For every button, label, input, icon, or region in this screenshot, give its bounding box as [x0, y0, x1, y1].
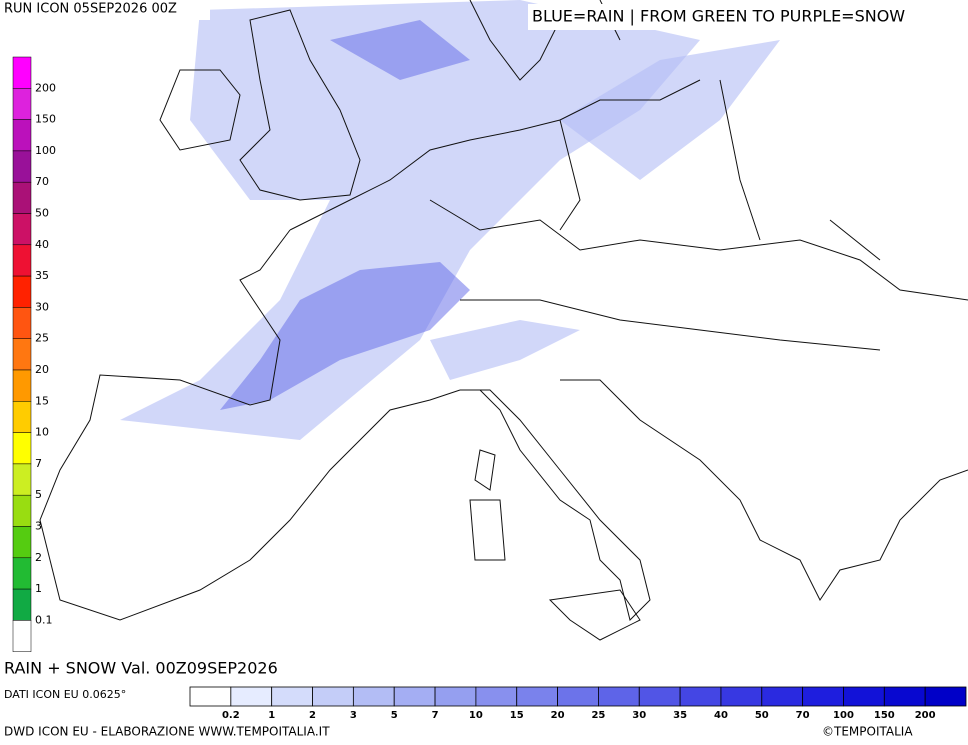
rain-label: 50 [755, 710, 769, 721]
rain-swatch [189, 686, 232, 707]
snow-label: 5 [35, 488, 42, 501]
snow-swatch [12, 213, 32, 246]
valid-label: RAIN + SNOW Val. 00Z09SEP2026 [4, 659, 278, 678]
snow-label: 7 [35, 457, 42, 470]
rain-swatch [352, 686, 395, 707]
copyright: ©TEMPOITALIA [822, 725, 913, 739]
coastlines [39, 0, 968, 641]
snow-label: 200 [35, 81, 56, 94]
snow-swatch [12, 150, 32, 183]
run-box [0, 0, 210, 20]
snow-swatch [12, 275, 32, 308]
data-source: DATI ICON EU 0.0625° [4, 688, 126, 701]
snow-label: 40 [35, 238, 49, 251]
snow-swatch [12, 463, 32, 496]
snow-label: 10 [35, 426, 49, 439]
snow-swatch [12, 119, 32, 152]
snow-swatch [12, 244, 32, 277]
snow-swatch [12, 526, 32, 559]
snow-swatch [12, 88, 32, 120]
rain-label: 25 [591, 710, 605, 721]
rain-label: 30 [632, 710, 646, 721]
rain-label: 7 [432, 710, 439, 721]
snow-label: 20 [35, 363, 49, 376]
snow-label: 0.1 [35, 613, 53, 626]
snow-scale: 200 150 100 70 50 40 35 30 25 20 15 10 7 5 3 2 1 0.1 [12, 56, 56, 652]
snow-label: 70 [35, 175, 49, 188]
snow-swatch [12, 494, 32, 527]
rain-label: 40 [714, 710, 728, 721]
rain-label: 1 [268, 710, 275, 721]
rain-swatch [393, 686, 436, 707]
rain-label: 70 [796, 710, 810, 721]
snow-swatch [12, 588, 32, 621]
snow-swatch [12, 401, 32, 433]
snow-label: 15 [35, 394, 49, 407]
rain-label: 150 [874, 710, 895, 721]
snow-label: 35 [35, 269, 49, 282]
rain-label: 5 [391, 710, 398, 721]
snow-label: 2 [35, 551, 42, 564]
rain-label: 0.2 [222, 710, 240, 721]
key-box [528, 4, 968, 30]
precipitation [120, 0, 780, 440]
snow-label: 50 [35, 207, 49, 220]
snow-label: 150 [35, 113, 56, 126]
rain-scale: 0.2 1 2 3 5 7 10 15 20 25 30 35 40 50 70 100 150 200 [189, 686, 967, 721]
key-label: BLUE=RAIN | FROM GREEN TO PURPLE=SNOW [532, 7, 905, 26]
run-label: RUN ICON 05SEP2026 00Z [4, 2, 177, 17]
rain-label: 100 [833, 710, 854, 721]
rain-label: 200 [915, 710, 936, 721]
rain-label: 15 [510, 710, 524, 721]
rain-swatch [434, 686, 477, 707]
snow-label: 100 [35, 144, 56, 157]
valid-box [0, 657, 330, 681]
rain-swatch [679, 686, 722, 707]
rain-swatch [802, 686, 844, 707]
rain-label: 10 [469, 710, 483, 721]
rain-swatch [271, 686, 313, 707]
rain-swatch [638, 686, 681, 707]
rain-label: 35 [673, 710, 687, 721]
snow-swatch [12, 307, 32, 339]
rain-swatch [720, 686, 763, 707]
key-clip: BLUE=RAIN | FROM GREEN TO PURPLE=SNOW [532, 7, 905, 26]
rain-swatch [557, 686, 599, 707]
snow-swatch [12, 369, 32, 402]
rain-label: 20 [551, 710, 565, 721]
rain-label: 2 [309, 710, 316, 721]
rain-swatch [475, 686, 518, 707]
rain-swatch [843, 686, 885, 707]
snow-label: 30 [35, 300, 49, 313]
credit: DWD ICON EU - ELABORAZIONE WWW.TEMPOITAL… [4, 725, 330, 739]
rain-label: 3 [350, 710, 357, 721]
snow-swatch [12, 181, 32, 214]
rain-swatch [312, 686, 354, 707]
snow-swatch [12, 557, 32, 590]
rain-swatch [230, 686, 273, 707]
snow-swatch [12, 338, 32, 371]
rain-swatch [598, 686, 640, 707]
rain-swatch [883, 686, 926, 707]
snow-label: 25 [35, 332, 49, 345]
snow-swatch [12, 620, 32, 652]
rain-swatch [516, 686, 558, 707]
snow-swatch [12, 56, 32, 89]
rain-swatch [924, 686, 967, 707]
snow-label: 3 [35, 520, 42, 533]
snow-label: 1 [35, 582, 42, 595]
rain-swatch [761, 686, 804, 707]
snow-swatch [12, 432, 32, 465]
